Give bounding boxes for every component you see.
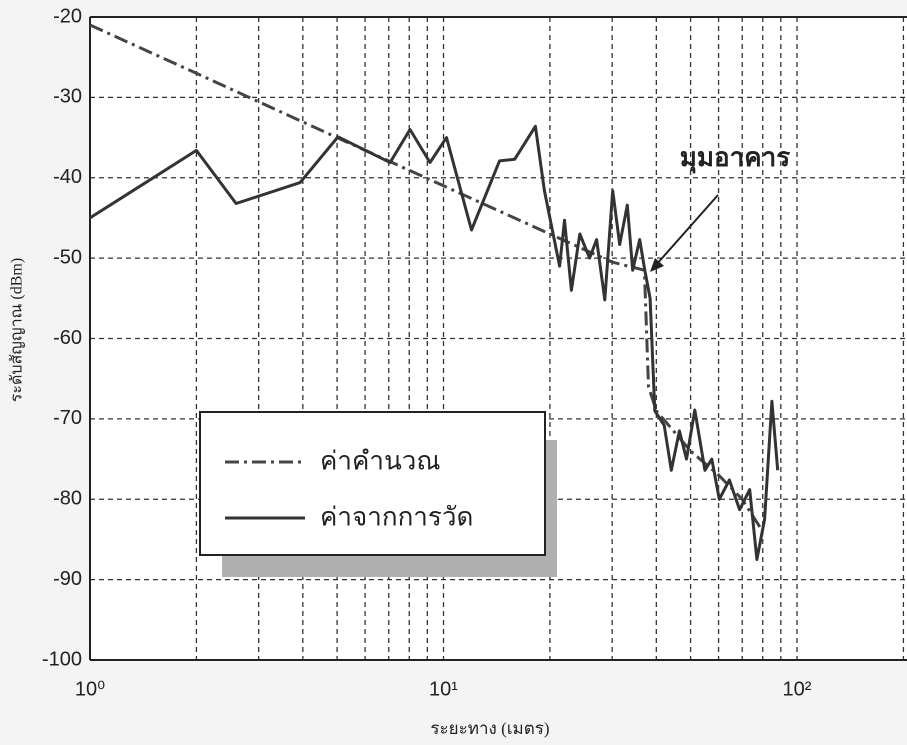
- legend-label: ค่าคำนวณ: [320, 447, 440, 477]
- y-tick-label: -100: [42, 648, 82, 670]
- y-tick-label: -30: [53, 86, 82, 108]
- x-tick-label: 10²: [783, 678, 812, 700]
- series-line: [89, 124, 780, 561]
- x-axis-label: ระยะทาง (เมตร): [430, 719, 549, 738]
- x-tick-label: 10¹: [429, 678, 458, 700]
- annotation: มุมอาคาร: [680, 143, 790, 174]
- y-tick-label: -20: [53, 5, 82, 27]
- y-tick-label: -70: [53, 407, 82, 429]
- y-tick-label: -90: [53, 568, 82, 590]
- y-tick-label: -40: [53, 166, 82, 188]
- y-tick-label: -50: [53, 246, 82, 268]
- annotation-arrow: [655, 194, 719, 266]
- arrow-head: [650, 258, 664, 272]
- legend-box: [199, 411, 546, 556]
- y-axis-label: ระดับสัญญาณ (dBm): [9, 258, 26, 402]
- y-tick-label: -80: [53, 488, 82, 510]
- x-tick-label: 10⁰: [75, 678, 105, 700]
- legend-label: ค่าจากการวัด: [320, 503, 473, 533]
- y-tick-label: -60: [53, 327, 82, 349]
- marks: [89, 23, 780, 561]
